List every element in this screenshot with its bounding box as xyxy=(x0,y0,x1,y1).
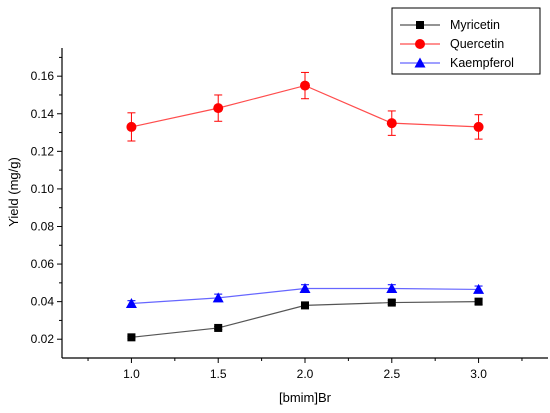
kaempferol-point xyxy=(386,282,398,293)
y-tick-label: 0.06 xyxy=(31,257,55,271)
x-tick-label: 3.0 xyxy=(470,367,487,381)
plot-area: 1.0 1.5 2.0 2.5 3.0 0.02 0.04 0.06 0.08 0.10 0.12… xyxy=(31,48,548,381)
myricetin-point xyxy=(474,297,483,306)
legend-label: Kaempferol xyxy=(450,56,514,70)
legend-entry-quercetin: Quercetin xyxy=(400,37,504,51)
y-tick-label: 0.10 xyxy=(31,182,55,196)
y-tick-label: 0.12 xyxy=(31,144,55,158)
y-ticks: 0.02 0.04 0.06 0.08 0.10 0.12 0.14 0.16 xyxy=(31,56,62,346)
kaempferol-point xyxy=(125,298,137,309)
y-tick-label: 0.04 xyxy=(31,295,55,309)
legend-marker xyxy=(415,39,425,49)
series-kaempferol xyxy=(125,282,485,309)
x-tick-label: 1.5 xyxy=(210,367,227,381)
series-quercetin xyxy=(126,71,484,142)
y-tick-label: 0.08 xyxy=(31,219,55,233)
kaempferol-point xyxy=(473,283,485,294)
legend: Myricetin Quercetin Kaempferol xyxy=(391,7,541,75)
legend-entries: Myricetin Quercetin Kaempferol xyxy=(400,18,514,70)
legend-label: Quercetin xyxy=(450,37,504,51)
kaempferol-point xyxy=(212,292,224,303)
myricetin-point xyxy=(301,301,309,310)
y-tick-label: 0.14 xyxy=(31,107,55,121)
series-layer xyxy=(125,71,485,342)
x-tick-label: 1.0 xyxy=(123,367,140,381)
legend-marker xyxy=(416,21,424,29)
myricetin-point xyxy=(214,323,223,332)
legend-entry-myricetin: Myricetin xyxy=(400,18,500,32)
legend-entry-kaempferol: Kaempferol xyxy=(400,56,514,70)
quercetin-point xyxy=(386,118,397,129)
x-tick-label: 2.0 xyxy=(297,367,314,381)
x-axis-title: [bmim]Br xyxy=(279,390,332,405)
kaempferol-point xyxy=(299,282,311,293)
y-axis-title: Yield (mg/g) xyxy=(6,157,21,227)
legend-marker xyxy=(414,57,426,68)
myricetin-point xyxy=(387,298,396,307)
quercetin-point xyxy=(300,80,310,91)
y-tick-label: 0.02 xyxy=(31,332,55,346)
myricetin-point xyxy=(127,333,136,342)
series-myricetin xyxy=(127,297,483,342)
quercetin-point xyxy=(126,121,137,132)
y-tick-label: 0.16 xyxy=(31,69,55,83)
quercetin-point xyxy=(213,103,224,114)
quercetin-point xyxy=(473,121,484,132)
x-tick-label: 2.5 xyxy=(383,367,400,381)
x-ticks: 1.0 1.5 2.0 2.5 3.0 xyxy=(87,358,523,381)
legend-label: Myricetin xyxy=(450,18,500,32)
